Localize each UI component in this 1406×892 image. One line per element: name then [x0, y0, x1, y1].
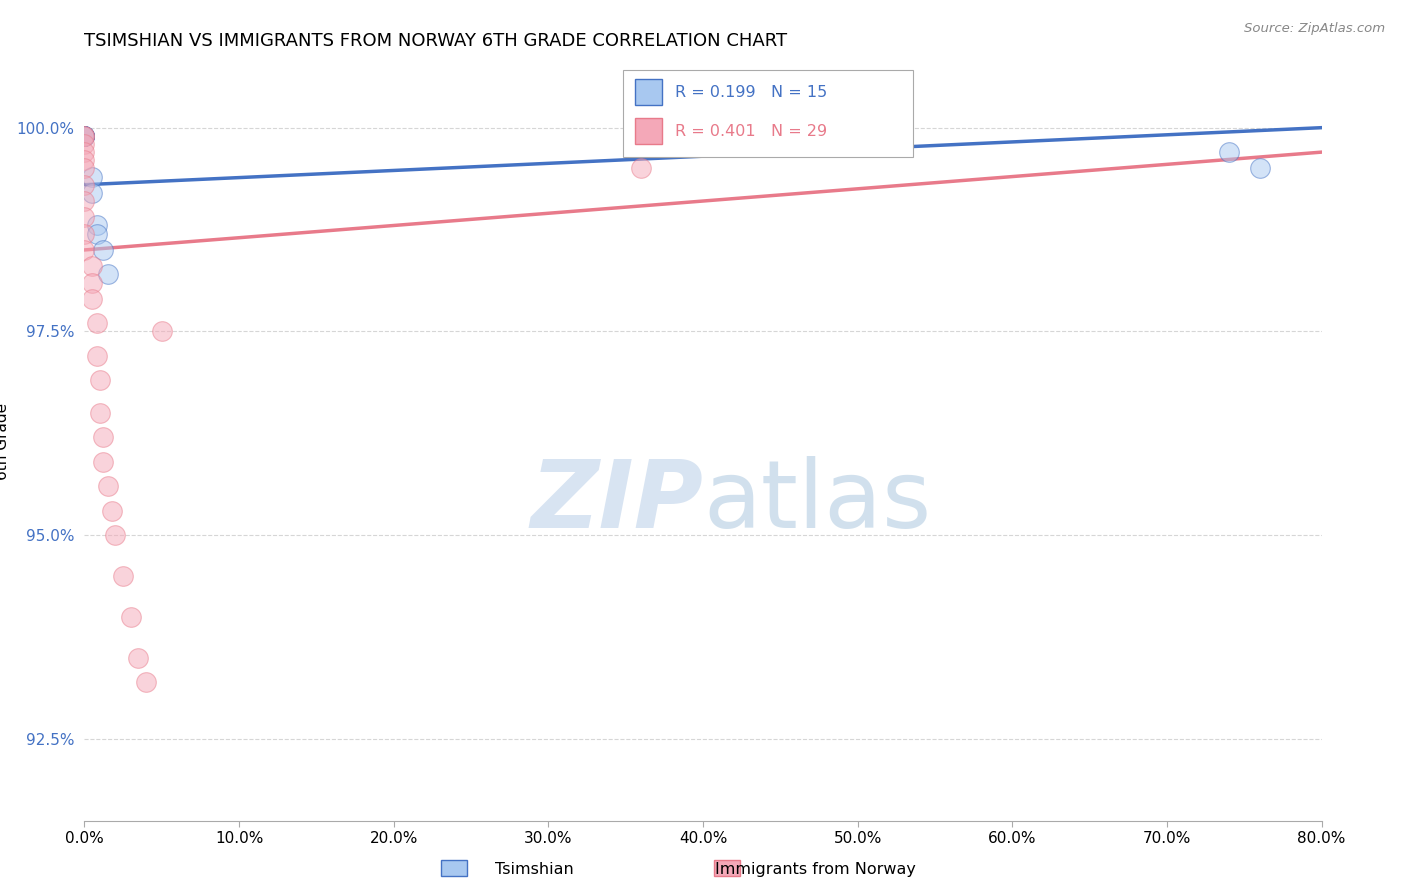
Text: R = 0.199   N = 15: R = 0.199 N = 15	[675, 85, 827, 100]
Text: ZIP: ZIP	[530, 456, 703, 549]
Point	[86, 349, 108, 363]
Text: Immigrants from Norway: Immigrants from Norway	[716, 863, 915, 877]
Point	[112, 569, 135, 583]
Point	[82, 259, 104, 273]
Point	[150, 325, 173, 339]
Text: Tsimshian: Tsimshian	[495, 863, 574, 877]
Point	[73, 128, 96, 143]
Point	[1249, 161, 1271, 176]
Point	[91, 455, 114, 469]
Point	[82, 186, 104, 200]
Text: R = 0.401   N = 29: R = 0.401 N = 29	[675, 124, 827, 139]
Bar	[441, 860, 467, 876]
Point	[73, 128, 96, 143]
Point	[73, 194, 96, 208]
Point	[73, 153, 96, 168]
Point	[73, 161, 96, 176]
Point	[89, 373, 111, 387]
Point	[73, 128, 96, 143]
Text: atlas: atlas	[703, 456, 931, 549]
Point	[73, 145, 96, 160]
Point	[127, 650, 149, 665]
Point	[630, 161, 652, 176]
Point	[73, 136, 96, 151]
Point	[101, 504, 124, 518]
Point	[96, 479, 118, 493]
Point	[73, 128, 96, 143]
Point	[1218, 145, 1240, 160]
Point	[86, 316, 108, 330]
Text: TSIMSHIAN VS IMMIGRANTS FROM NORWAY 6TH GRADE CORRELATION CHART: TSIMSHIAN VS IMMIGRANTS FROM NORWAY 6TH …	[84, 32, 787, 50]
Point	[91, 430, 114, 444]
Point	[73, 243, 96, 257]
Text: Source: ZipAtlas.com: Source: ZipAtlas.com	[1244, 22, 1385, 36]
Point	[96, 268, 118, 282]
FancyBboxPatch shape	[636, 119, 662, 145]
Point	[73, 128, 96, 143]
Point	[86, 227, 108, 241]
Point	[135, 675, 157, 690]
Point	[86, 219, 108, 233]
FancyBboxPatch shape	[623, 70, 914, 157]
Point	[73, 128, 96, 143]
Point	[82, 292, 104, 306]
Point	[120, 610, 142, 624]
Point	[73, 178, 96, 192]
Point	[73, 128, 96, 143]
Point	[73, 227, 96, 241]
Bar	[714, 860, 740, 876]
Y-axis label: 6th Grade: 6th Grade	[0, 403, 10, 480]
FancyBboxPatch shape	[636, 79, 662, 105]
Point	[82, 169, 104, 184]
Point	[104, 528, 127, 542]
Point	[91, 243, 114, 257]
Point	[73, 128, 96, 143]
Point	[89, 406, 111, 420]
Point	[82, 276, 104, 290]
Point	[73, 128, 96, 143]
Point	[73, 211, 96, 225]
